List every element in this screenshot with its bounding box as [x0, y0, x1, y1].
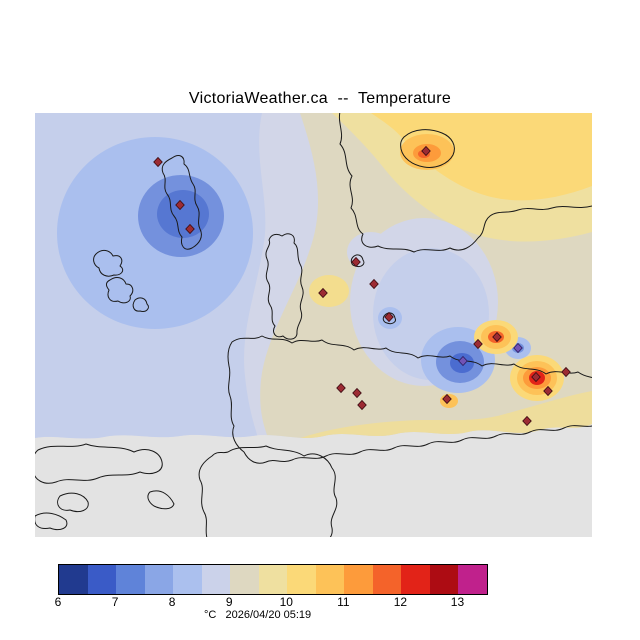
- colorbar-tick: 6: [54, 595, 62, 609]
- colorbar-tick: 12: [393, 595, 408, 609]
- colorbar: [58, 564, 488, 595]
- station-marker: [513, 342, 523, 354]
- colorbar-segment: [173, 565, 202, 594]
- station-marker: [352, 387, 362, 399]
- station-marker: [421, 145, 431, 157]
- station-marker: [351, 256, 361, 268]
- station-marker: [492, 331, 502, 343]
- temperature-contours: [35, 113, 592, 439]
- colorbar-tick: 13: [450, 595, 465, 609]
- station-marker: [369, 278, 379, 290]
- colorbar-segment: [230, 565, 259, 594]
- colorbar-segment: [59, 565, 88, 594]
- station-marker: [473, 338, 483, 350]
- colorbar-tick: 8: [168, 595, 176, 609]
- station-marker: [153, 156, 163, 168]
- station-marker: [442, 393, 452, 405]
- colorbar-segment: [116, 565, 145, 594]
- colorbar-tick: 11: [337, 595, 350, 609]
- colorbar-caption: °C 2026/04/20 05:19: [204, 609, 312, 621]
- colorbar-segment: [258, 565, 288, 594]
- colorbar-tick: 7: [111, 595, 119, 609]
- station-marker: [336, 382, 346, 394]
- colorbar-segment: [344, 565, 373, 594]
- station-marker: [522, 415, 532, 427]
- station-marker: [458, 355, 468, 367]
- colorbar-segment: [201, 565, 231, 594]
- colorbar-segment: [429, 565, 459, 594]
- colorbar-segment: [87, 565, 117, 594]
- colorbar-ticks: 6 7 8 9 10 11 12 13: [54, 595, 486, 609]
- colorbar-tick: 10: [279, 595, 293, 609]
- colorbar-segment: [458, 565, 487, 594]
- colorbar-segment: [287, 565, 316, 594]
- colorbar-segment: [315, 565, 345, 594]
- colorbar-tick: 9: [225, 595, 233, 609]
- station-marker: [531, 371, 541, 383]
- station-marker: [384, 311, 394, 323]
- station-marker: [185, 223, 195, 235]
- station-marker: [175, 199, 185, 211]
- station-marker: [561, 366, 571, 378]
- station-marker: [318, 287, 328, 299]
- page-title: VictoriaWeather.ca -- Temperature: [188, 90, 452, 107]
- colorbar-segment: [372, 565, 402, 594]
- coastlines: [35, 113, 592, 537]
- colorbar-segment: [401, 565, 430, 594]
- station-marker: [543, 385, 553, 397]
- station-marker: [357, 399, 367, 411]
- station-markers: [153, 145, 571, 427]
- colorbar-segment: [144, 565, 174, 594]
